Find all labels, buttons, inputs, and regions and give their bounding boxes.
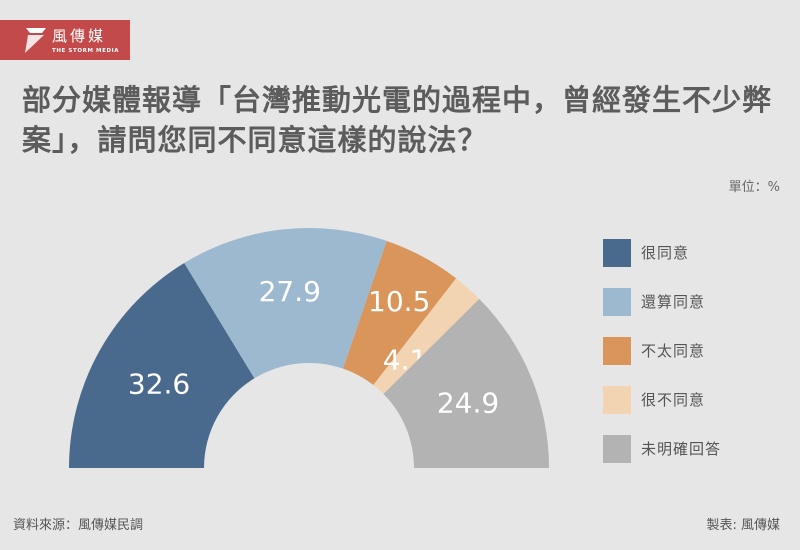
slice-value-label: 24.9 xyxy=(437,386,499,419)
legend-swatch xyxy=(603,238,631,267)
legend-label: 未明確回答 xyxy=(641,440,722,458)
legend-swatch xyxy=(603,336,631,365)
slice-value-label: 27.9 xyxy=(259,275,321,308)
slice-value-label: 32.6 xyxy=(128,368,190,401)
slice-4 xyxy=(373,278,480,394)
slice-1 xyxy=(69,262,255,468)
storm-logo-icon xyxy=(25,28,46,53)
brand-logo: 風傳媒 THE STORM MEDIA xyxy=(0,20,130,60)
slice-value-label: 10.5 xyxy=(368,285,430,318)
credit-note: 製表: 風傳媒 xyxy=(706,518,780,533)
slice-2 xyxy=(184,228,387,379)
legend-item: 很同意 xyxy=(603,238,721,267)
chart-title: 部分媒體報導「台灣推動光電的過程中，曾經發生不少弊案」，請問您同不同意這樣的說法… xyxy=(22,83,773,157)
legend-label: 不太同意 xyxy=(641,342,706,360)
legend-item: 不太同意 xyxy=(603,336,721,365)
slice-3 xyxy=(343,240,457,386)
legend-item: 還算同意 xyxy=(603,287,721,316)
brand-name: 風傳媒 xyxy=(52,27,107,45)
unit-label: 單位：% xyxy=(728,180,780,195)
legend-swatch xyxy=(603,385,631,414)
legend-swatch xyxy=(603,287,631,316)
legend-item: 未明確回答 xyxy=(603,434,721,463)
legend-item: 很不同意 xyxy=(603,385,721,414)
brand-subtitle: THE STORM MEDIA xyxy=(52,48,120,54)
legend-label: 還算同意 xyxy=(641,293,706,311)
slice-5 xyxy=(383,298,549,468)
legend-label: 很不同意 xyxy=(641,391,706,409)
legend-swatch xyxy=(603,434,631,463)
legend-label: 很同意 xyxy=(641,244,690,262)
chart-legend: 很同意還算同意不太同意很不同意未明確回答 xyxy=(603,238,721,483)
source-note: 資料來源：風傳媒民調 xyxy=(13,518,144,533)
